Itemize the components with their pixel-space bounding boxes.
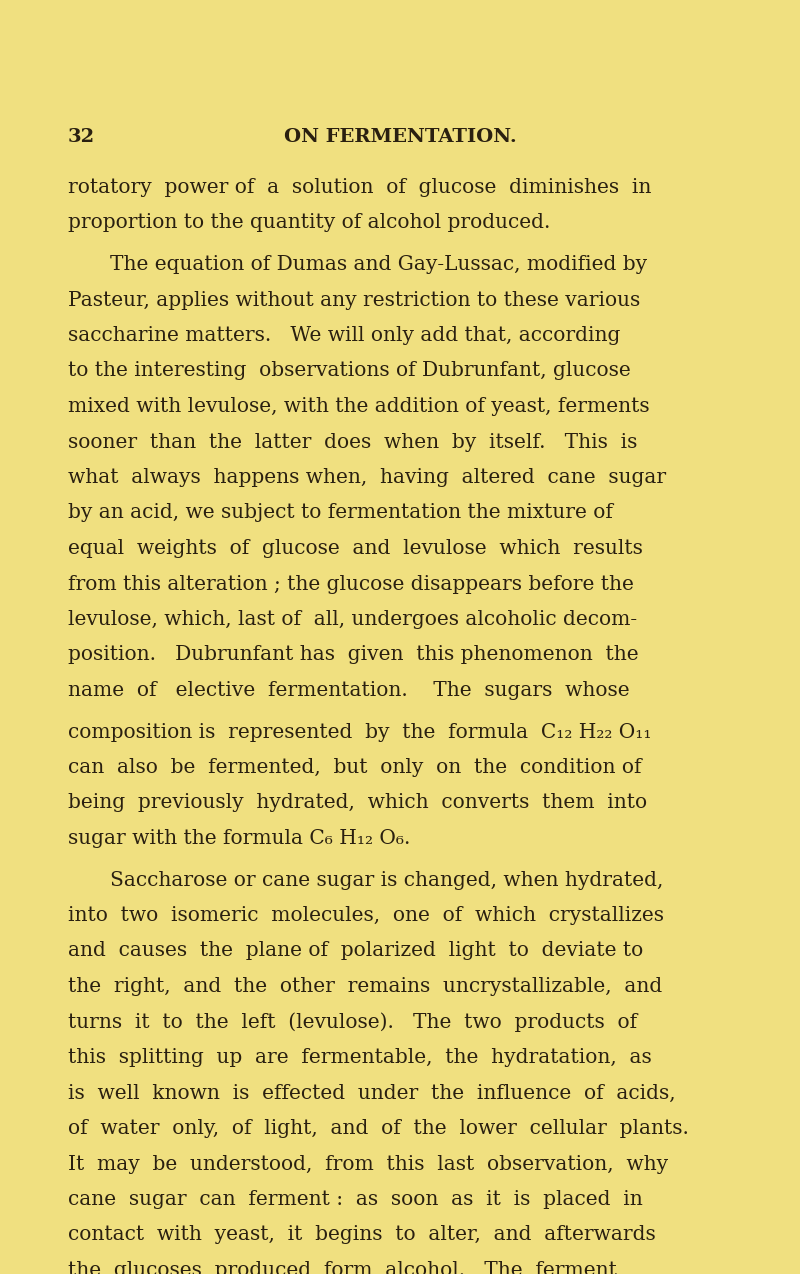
- Text: sugar with the formula C₆ H₁₂ O₆.: sugar with the formula C₆ H₁₂ O₆.: [68, 829, 410, 848]
- Text: proportion to the quantity of alcohol produced.: proportion to the quantity of alcohol pr…: [68, 214, 550, 232]
- Text: rotatory  power of  a  solution  of  glucose  diminishes  in: rotatory power of a solution of glucose …: [68, 178, 651, 197]
- Text: Saccharose or cane sugar is changed, when hydrated,: Saccharose or cane sugar is changed, whe…: [110, 870, 663, 889]
- Text: saccharine matters.   We will only add that, according: saccharine matters. We will only add tha…: [68, 326, 620, 345]
- Text: what  always  happens when,  having  altered  cane  sugar: what always happens when, having altered…: [68, 468, 666, 487]
- Text: Pasteur, applies without any restriction to these various: Pasteur, applies without any restriction…: [68, 290, 640, 310]
- Text: ON FERMENTATION.: ON FERMENTATION.: [284, 127, 516, 147]
- Text: from this alteration ; the glucose disappears before the: from this alteration ; the glucose disap…: [68, 575, 634, 594]
- Text: mixed with levulose, with the addition of yeast, ferments: mixed with levulose, with the addition o…: [68, 397, 650, 417]
- Text: The equation of Dumas and Gay-Lussac, modified by: The equation of Dumas and Gay-Lussac, mo…: [110, 255, 647, 274]
- Text: equal  weights  of  glucose  and  levulose  which  results: equal weights of glucose and levulose wh…: [68, 539, 643, 558]
- Text: to the interesting  observations of Dubrunfant, glucose: to the interesting observations of Dubru…: [68, 362, 630, 381]
- Text: name  of   elective  fermentation.    The  sugars  whose: name of elective fermentation. The sugar…: [68, 682, 630, 699]
- Text: sooner  than  the  latter  does  when  by  itself.   This  is: sooner than the latter does when by itse…: [68, 432, 638, 451]
- Text: levulose, which, last of  all, undergoes alcoholic decom-: levulose, which, last of all, undergoes …: [68, 610, 637, 629]
- Text: can  also  be  fermented,  but  only  on  the  condition of: can also be fermented, but only on the c…: [68, 758, 642, 777]
- Text: into  two  isomeric  molecules,  one  of  which  crystallizes: into two isomeric molecules, one of whic…: [68, 906, 664, 925]
- Text: being  previously  hydrated,  which  converts  them  into: being previously hydrated, which convert…: [68, 794, 647, 813]
- Text: this  splitting  up  are  fermentable,  the  hydratation,  as: this splitting up are fermentable, the h…: [68, 1049, 652, 1068]
- Text: composition is  represented  by  the  formula  C₁₂ H₂₂ O₁₁: composition is represented by the formul…: [68, 722, 651, 741]
- Text: by an acid, we subject to fermentation the mixture of: by an acid, we subject to fermentation t…: [68, 503, 613, 522]
- Text: the  right,  and  the  other  remains  uncrystallizable,  and: the right, and the other remains uncryst…: [68, 977, 662, 996]
- Text: of  water  only,  of  light,  and  of  the  lower  cellular  plants.: of water only, of light, and of the lowe…: [68, 1119, 689, 1138]
- Text: the  glucoses  produced  form  alcohol.   The  ferment: the glucoses produced form alcohol. The …: [68, 1261, 617, 1274]
- Text: position.   Dubrunfant has  given  this phenomenon  the: position. Dubrunfant has given this phen…: [68, 646, 638, 665]
- Text: cane  sugar  can  ferment :  as  soon  as  it  is  placed  in: cane sugar can ferment : as soon as it i…: [68, 1190, 642, 1209]
- Text: It  may  be  understood,  from  this  last  observation,  why: It may be understood, from this last obs…: [68, 1154, 668, 1173]
- Text: turns  it  to  the  left  (levulose).   The  two  products  of: turns it to the left (levulose). The two…: [68, 1013, 637, 1032]
- Text: contact  with  yeast,  it  begins  to  alter,  and  afterwards: contact with yeast, it begins to alter, …: [68, 1226, 656, 1245]
- Text: 32: 32: [68, 127, 95, 147]
- Text: and  causes  the  plane of  polarized  light  to  deviate to: and causes the plane of polarized light …: [68, 941, 643, 961]
- Text: is  well  known  is  effected  under  the  influence  of  acids,: is well known is effected under the infl…: [68, 1083, 676, 1102]
